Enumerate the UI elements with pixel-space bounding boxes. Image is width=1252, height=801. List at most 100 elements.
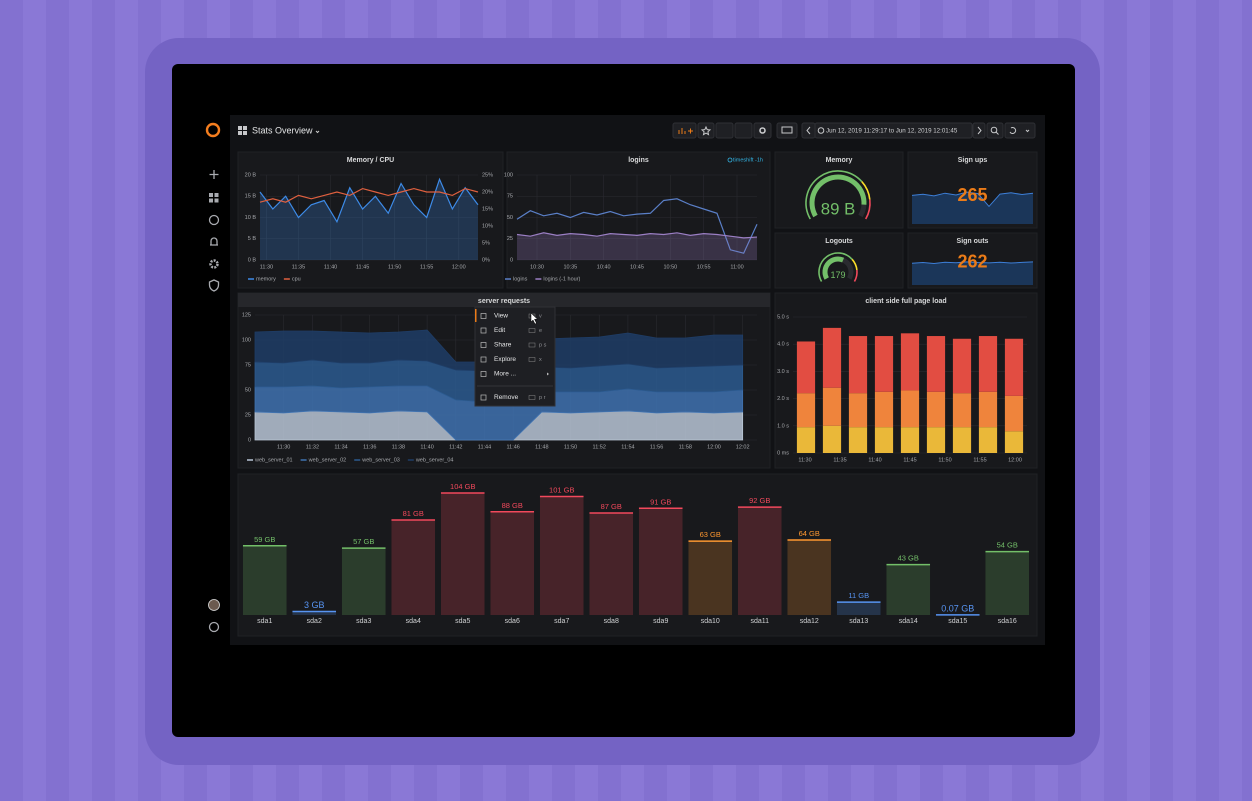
dashboards-icon[interactable] bbox=[209, 193, 219, 203]
value-label: 81 GB bbox=[403, 509, 424, 518]
x-tick-label: 11:42 bbox=[449, 444, 462, 450]
y-tick-label: 25 bbox=[507, 236, 513, 242]
bar-segment bbox=[952, 427, 972, 453]
x-tick-label: 11:55 bbox=[973, 457, 986, 463]
value-label: 63 GB bbox=[700, 530, 721, 539]
category-label: sda4 bbox=[406, 618, 421, 625]
config-icon[interactable] bbox=[209, 259, 219, 269]
logo[interactable] bbox=[205, 122, 221, 138]
bar-segment bbox=[952, 338, 972, 394]
menu-item[interactable]: Share bbox=[494, 342, 512, 349]
bar-segment bbox=[796, 341, 816, 394]
save-button[interactable] bbox=[734, 122, 753, 139]
legend-label: web_server_04 bbox=[415, 457, 454, 463]
star-button[interactable] bbox=[697, 122, 715, 139]
gauge-threshold bbox=[861, 181, 871, 200]
gauge-threshold bbox=[851, 258, 858, 271]
menu-bg bbox=[474, 306, 556, 407]
y2-tick-label: 10% bbox=[482, 223, 493, 229]
shield-icon[interactable] bbox=[208, 279, 220, 292]
category-label: sda2 bbox=[307, 618, 322, 625]
refresh-button[interactable] bbox=[1004, 122, 1036, 139]
x-tick-label: 11:55 bbox=[420, 264, 433, 270]
x-tick-label: 11:45 bbox=[356, 264, 369, 270]
dashboard-title[interactable]: Stats Overview bbox=[252, 125, 313, 135]
panel-title[interactable]: logins bbox=[628, 157, 649, 164]
x-tick-label: 11:56 bbox=[650, 444, 663, 450]
settings-button[interactable] bbox=[753, 122, 772, 139]
x-tick-label: 11:44 bbox=[478, 444, 491, 450]
bar bbox=[688, 541, 733, 615]
panel-title[interactable]: Memory / CPU bbox=[347, 157, 394, 164]
bar-segment bbox=[796, 427, 816, 453]
time-range[interactable]: Jun 12, 2019 11:29:17 to Jun 12, 2019 12… bbox=[826, 128, 958, 135]
time-picker[interactable] bbox=[814, 122, 973, 139]
gauge-value-label: 179 bbox=[830, 270, 845, 280]
bar-segment bbox=[978, 427, 998, 453]
forward-button[interactable] bbox=[972, 122, 986, 139]
x-tick-label: 11:52 bbox=[593, 444, 606, 450]
category-label: sda3 bbox=[356, 618, 371, 625]
bar-segment bbox=[874, 427, 894, 453]
zoom-button[interactable] bbox=[986, 122, 1004, 139]
panel-title[interactable]: Logouts bbox=[825, 238, 853, 245]
x-tick-label: 11:50 bbox=[564, 444, 577, 450]
back-button[interactable] bbox=[801, 122, 816, 139]
y2-tick-label: 25% bbox=[482, 172, 493, 178]
bar-segment bbox=[874, 391, 894, 428]
sparkline-line bbox=[911, 261, 1034, 265]
bar-segment bbox=[900, 390, 920, 428]
menu-item[interactable]: View bbox=[494, 313, 508, 320]
bar-segment bbox=[900, 427, 920, 453]
panel-title[interactable]: Sign outs bbox=[957, 238, 989, 245]
help-icon[interactable] bbox=[208, 621, 220, 633]
panel-title[interactable]: server requests bbox=[478, 298, 530, 305]
bar bbox=[787, 539, 832, 615]
series-line bbox=[516, 198, 758, 254]
bar-segment bbox=[796, 393, 816, 428]
gauge-threshold bbox=[805, 170, 863, 220]
panel-title[interactable]: Memory bbox=[826, 157, 853, 164]
y-tick-label: 125 bbox=[242, 312, 251, 318]
legend-label: logins bbox=[513, 276, 528, 282]
menu-item[interactable]: More ... bbox=[494, 371, 516, 378]
y-tick-label: 0 B bbox=[248, 257, 257, 263]
toolbar-icons bbox=[678, 125, 1030, 136]
legend-label: logins (-1 hour) bbox=[543, 276, 580, 282]
menu-shortcut: e bbox=[539, 328, 542, 334]
panel bbox=[506, 151, 771, 289]
x-tick-label: 10:30 bbox=[530, 264, 544, 270]
category-label: sda12 bbox=[800, 618, 819, 625]
category-label: sda14 bbox=[899, 618, 918, 625]
menu-item[interactable]: Edit bbox=[494, 327, 505, 334]
toolbar bbox=[672, 122, 1036, 139]
tv-button[interactable] bbox=[776, 122, 798, 139]
value-label: 104 GB bbox=[450, 482, 475, 491]
share-button[interactable] bbox=[715, 122, 734, 139]
menu-shortcut: p r bbox=[539, 395, 546, 401]
x-tick-label: 11:38 bbox=[392, 444, 405, 450]
y-tick-label: 1.0 s bbox=[777, 423, 789, 429]
panel-title[interactable]: Sign ups bbox=[958, 157, 988, 164]
x-tick-label: 10:40 bbox=[597, 264, 611, 270]
x-tick-label: 12:00 bbox=[707, 444, 721, 450]
alerting-icon[interactable] bbox=[210, 237, 218, 246]
avatar[interactable] bbox=[208, 599, 220, 611]
panel bbox=[774, 151, 904, 229]
series-area bbox=[517, 232, 757, 260]
explore-icon[interactable] bbox=[208, 214, 220, 226]
add-icon[interactable] bbox=[209, 170, 219, 179]
category-label: sda6 bbox=[505, 618, 520, 625]
menu-item[interactable]: Explore bbox=[494, 356, 516, 363]
series-line bbox=[516, 232, 758, 239]
menu-item[interactable]: Remove bbox=[494, 394, 519, 401]
add-panel-button[interactable] bbox=[672, 122, 697, 139]
x-tick-label: 10:35 bbox=[563, 264, 577, 270]
gauge-value bbox=[822, 256, 845, 280]
panel-title[interactable]: client side full page load bbox=[865, 298, 946, 305]
timeshift-label: timeshift -1h bbox=[733, 157, 763, 163]
x-tick-label: 11:40 bbox=[324, 264, 337, 270]
value-label: 11 GB bbox=[848, 591, 869, 600]
bar bbox=[242, 545, 287, 615]
x-tick-label: 11:45 bbox=[903, 457, 916, 463]
